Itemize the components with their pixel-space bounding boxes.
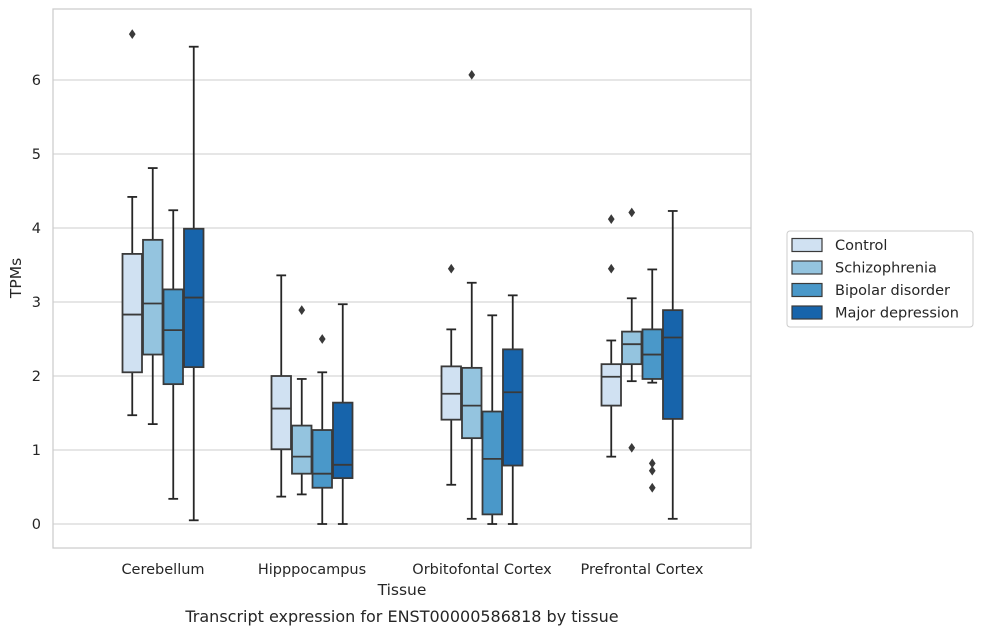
outlier-point — [447, 263, 455, 274]
box-iqr — [332, 401, 354, 480]
x-tick-label: Orbitofontal Cortex — [412, 562, 552, 578]
box-3-1 — [621, 207, 643, 453]
box-iqr — [142, 238, 164, 356]
x-tick-label: Cerebellum — [121, 562, 204, 578]
outlier-point — [468, 69, 476, 80]
box-2-0 — [440, 263, 462, 486]
y-tick-label: 0 — [32, 517, 41, 533]
box-0-1 — [142, 167, 164, 426]
box-2-3 — [502, 294, 524, 525]
box-0-0 — [121, 29, 143, 417]
outlier-point — [128, 29, 136, 39]
y-tick-label: 5 — [32, 147, 41, 163]
x-axis-title: Tissue — [377, 581, 427, 599]
box-3-3 — [662, 210, 684, 520]
box-0-3 — [183, 45, 205, 522]
box-iqr — [662, 309, 684, 420]
legend-label: Control — [835, 238, 887, 254]
boxes — [121, 29, 684, 525]
x-tick-labels: Cerebellum Hipppocampus Orbitofontal Corte… — [121, 562, 703, 578]
y-tick-label: 1 — [32, 443, 41, 459]
outlier-point — [648, 482, 656, 493]
plot-frame — [52, 8, 752, 549]
box-1-2 — [311, 334, 333, 525]
chart-caption: Transcript expression for ENST0000058681… — [184, 607, 618, 626]
box-iqr — [311, 429, 333, 489]
legend-frame — [786, 230, 974, 328]
box-iqr — [621, 330, 643, 366]
legend-swatch — [791, 282, 823, 298]
outlier-point — [607, 214, 615, 224]
box-iqr — [502, 348, 524, 467]
outlier-point — [648, 458, 656, 469]
plot-background — [53, 9, 751, 548]
legend-label: Bipolar disorder — [835, 283, 950, 299]
box-iqr — [461, 366, 483, 440]
outlier-point — [648, 465, 656, 476]
box-iqr — [481, 410, 503, 516]
legend-label: Major depression — [835, 306, 959, 322]
box-iqr — [291, 424, 313, 475]
y-tick-label: 6 — [32, 73, 41, 89]
box-iqr — [600, 363, 622, 407]
outlier-point — [298, 305, 306, 315]
box-0-2 — [162, 209, 184, 500]
x-tick-label: Prefrontal Cortex — [581, 562, 704, 578]
box-3-2 — [641, 268, 663, 493]
y-tick-label: 4 — [32, 221, 41, 237]
legend: Control Schizophrenia Bipolar disorder Majo… — [786, 230, 974, 328]
legend-label: Schizophrenia — [835, 261, 937, 277]
x-tick-label: Hipppocampus — [258, 562, 366, 578]
box-2-2 — [481, 314, 503, 525]
box-3-0 — [600, 214, 622, 458]
legend-swatch — [791, 305, 823, 320]
box-iqr — [270, 375, 292, 451]
box-1-1 — [291, 305, 313, 496]
box-1-3 — [332, 303, 354, 525]
legend-swatch — [791, 237, 823, 253]
box-iqr — [121, 252, 143, 374]
y-tick-labels: 0 1 2 3 4 5 6 — [32, 73, 41, 533]
box-iqr — [162, 288, 184, 386]
box-1-0 — [270, 274, 292, 498]
y-tick-label: 2 — [32, 369, 41, 385]
outlier-point — [628, 207, 636, 218]
outlier-point — [607, 263, 615, 274]
outlier-point — [628, 442, 636, 453]
legend-swatch — [791, 260, 823, 275]
box-2-1 — [461, 69, 483, 520]
y-tick-label: 3 — [32, 295, 41, 311]
outlier-point — [318, 334, 326, 344]
y-axis-title: TPMs — [7, 258, 25, 299]
